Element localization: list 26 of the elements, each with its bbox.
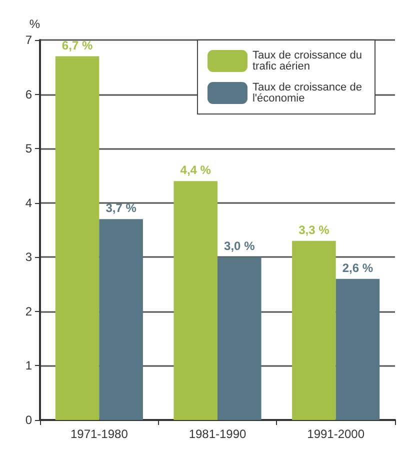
y-axis-title: % <box>29 17 40 31</box>
x-tick-label: 1971-1980 <box>70 427 128 441</box>
y-tick-label: 3 <box>25 250 32 264</box>
bar <box>336 278 380 420</box>
legend-label: Taux de croissance du trafic aérien <box>252 50 366 72</box>
bar <box>55 56 100 420</box>
y-tick-label: 1 <box>25 358 32 373</box>
data-label: 6,7 % <box>62 38 93 52</box>
y-tick-label: 6 <box>25 87 32 102</box>
data-label: 3,3 % <box>298 222 330 237</box>
x-tick-label: 1991-2000 <box>307 427 365 441</box>
data-label: 4,4 % <box>180 163 212 178</box>
y-tick-label: 7 <box>25 33 32 47</box>
data-label: 2,6 % <box>342 260 374 275</box>
legend-label: Taux de croissance de l'économie <box>252 82 366 104</box>
bar <box>292 240 336 420</box>
y-tick-label: 2 <box>25 304 32 318</box>
x-tick-label: 1981-1990 <box>188 427 247 441</box>
y-tick-label: 0 <box>25 413 32 427</box>
bar <box>218 257 262 420</box>
data-label: 3,7 % <box>106 201 137 216</box>
y-tick-label: 4 <box>25 196 32 210</box>
data-label: 3,0 % <box>224 239 256 254</box>
y-tick-label: 5 <box>25 142 32 156</box>
bar <box>99 219 143 420</box>
bar <box>174 181 218 420</box>
